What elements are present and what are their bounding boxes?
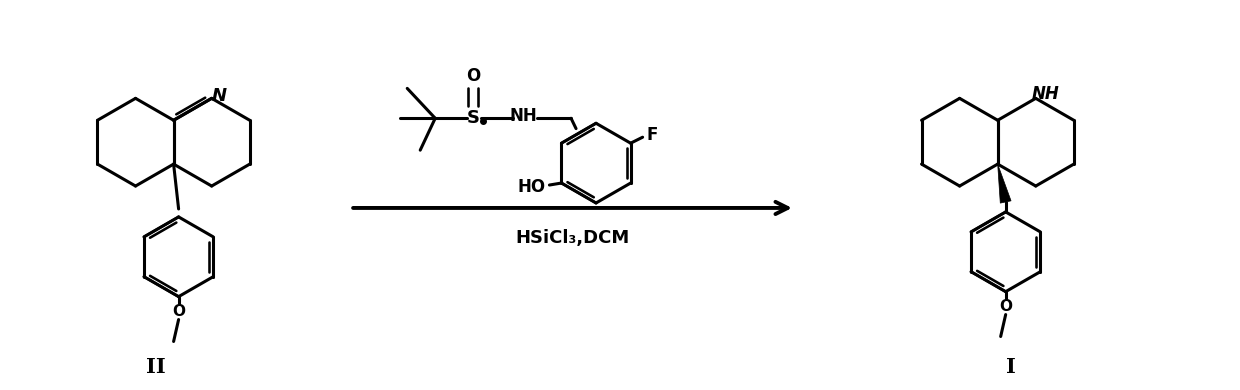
Text: N: N	[212, 87, 227, 105]
Text: HO: HO	[517, 178, 546, 196]
Text: F: F	[647, 126, 658, 144]
Text: O: O	[466, 67, 480, 85]
Text: O: O	[999, 299, 1012, 314]
Text: NH: NH	[510, 107, 537, 125]
Text: II: II	[145, 357, 165, 378]
Text: S: S	[466, 109, 480, 127]
Text: I: I	[1006, 357, 1016, 378]
Text: NH: NH	[1032, 85, 1060, 103]
Text: HSiCl₃,DCM: HSiCl₃,DCM	[516, 229, 630, 247]
Text: O: O	[172, 304, 185, 319]
Polygon shape	[998, 164, 1011, 203]
